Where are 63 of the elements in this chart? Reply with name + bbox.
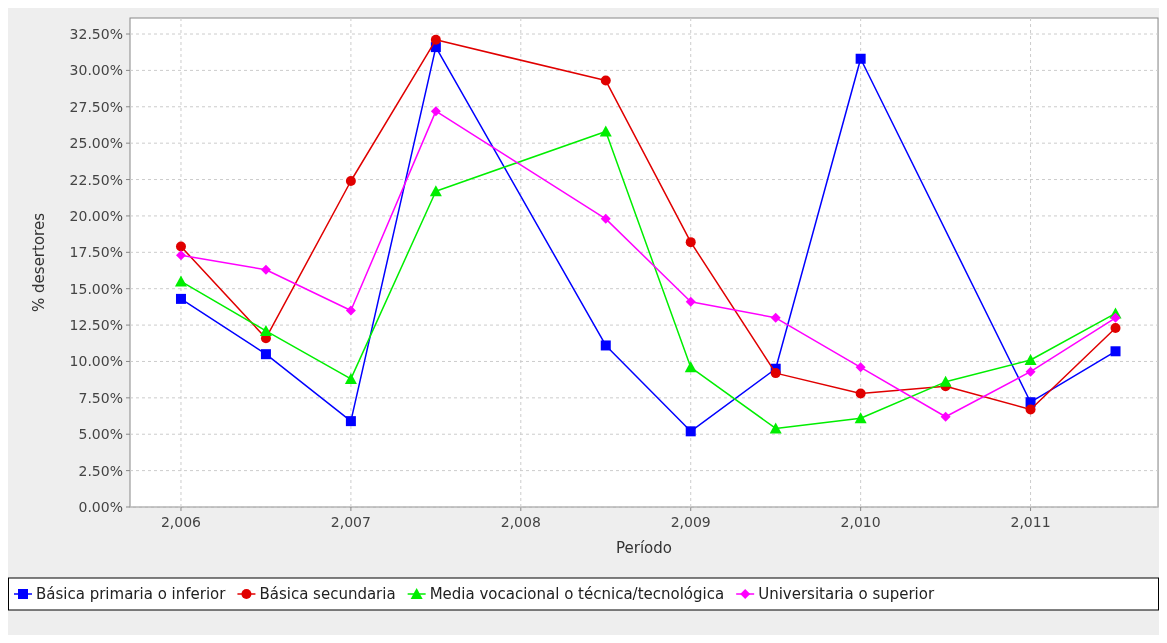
y-tick-label: 27.50% xyxy=(69,98,123,115)
point xyxy=(685,237,696,248)
y-tick-label: 0.00% xyxy=(78,499,123,515)
point xyxy=(1110,346,1121,357)
x-tick-label: 2,008 xyxy=(500,514,541,530)
point xyxy=(854,412,867,424)
point xyxy=(599,125,612,137)
point xyxy=(769,422,782,434)
point xyxy=(770,368,781,379)
point xyxy=(684,361,697,373)
y-tick-label: 20.00% xyxy=(69,207,123,224)
legend-label: Media vocacional o técnica/tecnológica xyxy=(429,585,725,603)
point xyxy=(430,34,441,45)
point xyxy=(1024,354,1037,366)
point xyxy=(345,305,356,316)
y-tick-label: 12.50% xyxy=(69,317,123,334)
y-tick-label: 22.50% xyxy=(69,171,123,188)
point xyxy=(175,241,186,252)
x-tick-label: 2,006 xyxy=(160,514,202,530)
legend-label: Básica secundaria xyxy=(259,585,396,603)
y-tick-label: 7.50% xyxy=(78,389,123,406)
legend-label: Básica primaria o inferior xyxy=(36,585,227,603)
point xyxy=(855,362,866,373)
point xyxy=(685,296,696,307)
y-tick-label: 30.00% xyxy=(69,62,123,79)
y-tick-label: 10.00% xyxy=(69,353,123,370)
point xyxy=(345,416,356,427)
x-tick-label: 2,009 xyxy=(670,514,711,530)
point xyxy=(770,312,781,323)
point xyxy=(1110,312,1121,323)
y-tick-label: 15.00% xyxy=(69,280,123,297)
point xyxy=(939,375,952,387)
point xyxy=(855,388,866,399)
point xyxy=(260,349,271,360)
x-tick-label: 2,010 xyxy=(840,514,881,530)
point xyxy=(600,340,611,351)
y-tick-label: 32.50% xyxy=(69,26,123,43)
y-axis-title: % desertores xyxy=(30,212,48,312)
point xyxy=(1025,404,1036,415)
point xyxy=(345,176,356,186)
point xyxy=(600,213,611,224)
x-axis-title: Período xyxy=(616,539,672,557)
point xyxy=(1025,366,1036,377)
point xyxy=(940,411,951,422)
point xyxy=(260,264,271,275)
point xyxy=(685,426,696,437)
point xyxy=(1110,322,1121,333)
legend-label: Universitaria o superior xyxy=(758,585,935,603)
point xyxy=(259,324,272,336)
point xyxy=(344,372,357,384)
x-tick-label: 2,007 xyxy=(330,514,371,530)
y-tick-label: 25.00% xyxy=(69,135,123,152)
point xyxy=(175,293,186,304)
point xyxy=(600,75,611,86)
y-tick-label: 2.50% xyxy=(78,462,123,479)
y-tick-label: 5.00% xyxy=(78,426,123,443)
y-tick-label: 17.50% xyxy=(69,244,123,261)
x-tick-label: 2,011 xyxy=(1010,514,1051,530)
point xyxy=(174,275,187,287)
point xyxy=(855,53,866,64)
point xyxy=(175,250,186,261)
point xyxy=(430,106,441,117)
point xyxy=(429,185,442,197)
